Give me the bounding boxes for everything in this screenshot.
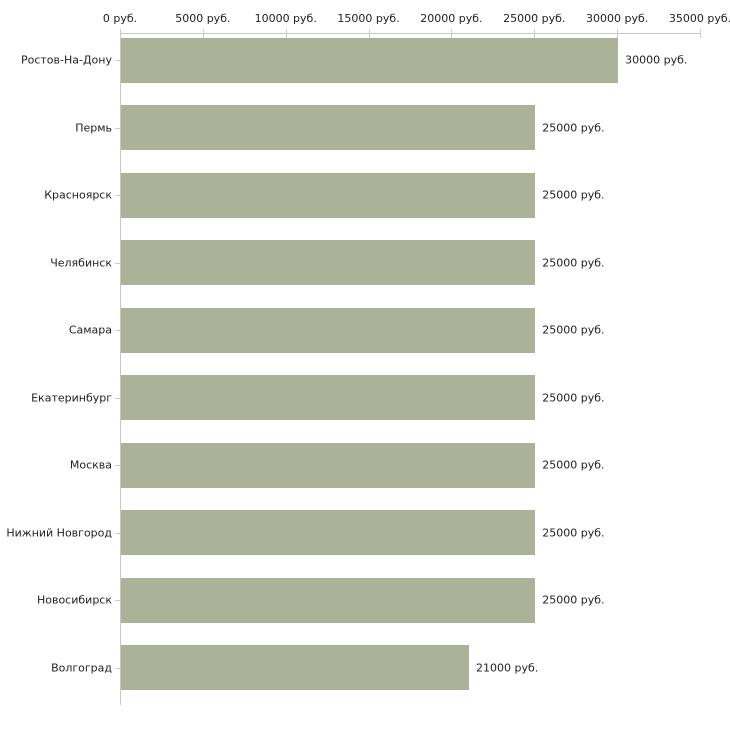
x-tick-mark xyxy=(700,29,701,38)
x-tick-mark xyxy=(617,29,619,38)
x-tick-mark xyxy=(120,29,121,38)
category-label: Нижний Новгород xyxy=(6,526,112,539)
y-tick-mark xyxy=(115,667,120,669)
category-label: Волгоград xyxy=(51,661,112,674)
category-label: Пермь xyxy=(75,121,112,134)
y-tick-mark xyxy=(115,195,120,196)
x-axis-line xyxy=(120,33,701,34)
y-tick-mark xyxy=(115,600,120,601)
x-tick-label: 15000 руб. xyxy=(337,12,400,25)
category-label: Красноярск xyxy=(44,188,112,202)
x-tick-label: 35000 руб. xyxy=(668,12,730,25)
x-tick-label: 10000 руб. xyxy=(254,12,317,25)
value-label: 25000 руб. xyxy=(542,256,605,269)
value-label: 25000 руб. xyxy=(542,323,605,337)
value-label: 25000 руб. xyxy=(542,391,605,404)
x-tick-label: 20000 руб. xyxy=(420,12,483,25)
x-tick-label: 30000 руб. xyxy=(586,12,649,25)
bar xyxy=(121,577,536,623)
category-label: Новосибирск xyxy=(36,593,112,607)
x-tick-mark xyxy=(368,29,370,38)
y-tick-mark xyxy=(115,60,120,61)
bar xyxy=(121,172,536,218)
category-label: Екатеринбург xyxy=(31,391,112,404)
x-tick-label: 5000 руб. xyxy=(175,12,231,25)
category-label: Челябинск xyxy=(50,256,112,269)
x-tick-mark xyxy=(202,29,204,38)
bar xyxy=(121,375,536,420)
x-tick-label: 25000 руб. xyxy=(503,12,566,25)
value-label: 25000 руб. xyxy=(542,458,605,472)
bar xyxy=(121,37,619,83)
value-label: 25000 руб. xyxy=(542,526,605,539)
category-label: Самара xyxy=(68,323,112,337)
value-label: 30000 руб. xyxy=(625,53,688,67)
x-tick-mark xyxy=(285,29,287,38)
x-tick-label: 0 руб. xyxy=(102,12,138,25)
y-tick-mark xyxy=(115,127,120,129)
bar xyxy=(121,240,536,285)
value-label: 25000 руб. xyxy=(542,121,605,134)
y-tick-mark xyxy=(115,465,120,466)
bar xyxy=(121,442,536,488)
category-label: Москва xyxy=(69,458,112,472)
x-tick-mark xyxy=(451,29,453,38)
y-tick-mark xyxy=(115,532,120,534)
bar xyxy=(121,645,469,690)
bar xyxy=(121,510,536,555)
y-tick-mark xyxy=(115,330,120,331)
value-label: 25000 руб. xyxy=(542,188,605,202)
value-label: 21000 руб. xyxy=(476,661,539,674)
x-tick-mark xyxy=(534,29,536,38)
value-label: 25000 руб. xyxy=(542,593,605,607)
y-axis-line xyxy=(120,33,121,705)
y-tick-mark xyxy=(115,397,120,399)
category-label: Ростов-На-Дону xyxy=(20,53,112,67)
bar xyxy=(121,307,536,353)
y-tick-mark xyxy=(115,262,120,264)
bar xyxy=(121,105,536,150)
